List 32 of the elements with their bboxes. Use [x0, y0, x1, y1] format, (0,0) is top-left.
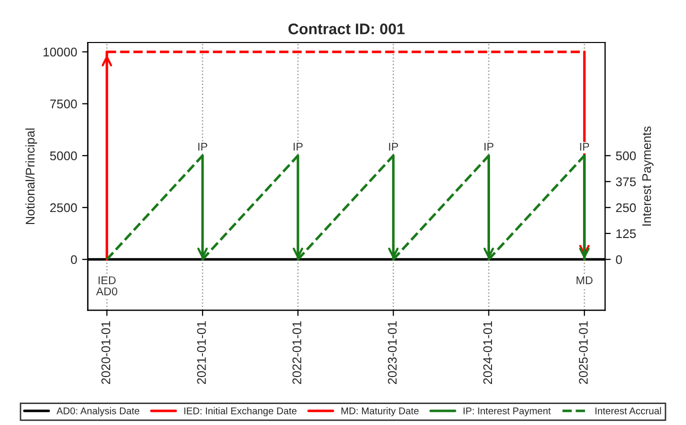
x-tick-label: 2021-01-01	[197, 321, 206, 384]
annotation: IED	[98, 276, 116, 284]
annotation: IP	[198, 142, 208, 151]
annotation: IP	[294, 142, 303, 151]
chart-title: Contract ID: 001	[288, 24, 405, 34]
y-axis-title: Notional/Principal	[25, 128, 38, 224]
x-tick-label: 2022-01-01	[292, 321, 302, 384]
y-tick-label: 2500	[50, 203, 77, 212]
y-tick-label: 0	[70, 255, 77, 264]
y-tick-label: 7500	[50, 100, 77, 108]
x-tick-label: 2024-01-01	[483, 321, 492, 384]
annotation: IP	[484, 142, 494, 151]
y-tick-label: 10000	[44, 48, 77, 56]
annotation: IP	[580, 142, 590, 151]
x-tick-label: 2025-01-01	[578, 321, 588, 384]
y2-tick-label: 375	[616, 177, 636, 186]
annotation: IP	[389, 142, 398, 151]
x-tick-label: 2020-01-01	[101, 321, 110, 384]
legend-label: AD0: Analysis Date	[56, 407, 140, 416]
y-tick-label: 5000	[50, 151, 77, 160]
legend-label: MD: Maturity Date	[341, 407, 419, 416]
y2-tick-label: 500	[616, 151, 636, 160]
y2-tick-label: 125	[616, 229, 636, 238]
y2-axis-title: Interest Payments	[642, 126, 654, 226]
x-tick-label: 2023-01-01	[388, 321, 397, 384]
legend-label: IP: Interest Payment	[464, 408, 551, 416]
legend-label: IED: Initial Exchange Date	[184, 407, 297, 416]
legend-label: Interest Accrual	[595, 407, 661, 414]
annotation: AD0	[96, 287, 118, 296]
annotation: MD	[576, 276, 593, 284]
y2-tick-label: 0	[616, 255, 622, 264]
y2-tick-label: 250	[616, 203, 636, 212]
